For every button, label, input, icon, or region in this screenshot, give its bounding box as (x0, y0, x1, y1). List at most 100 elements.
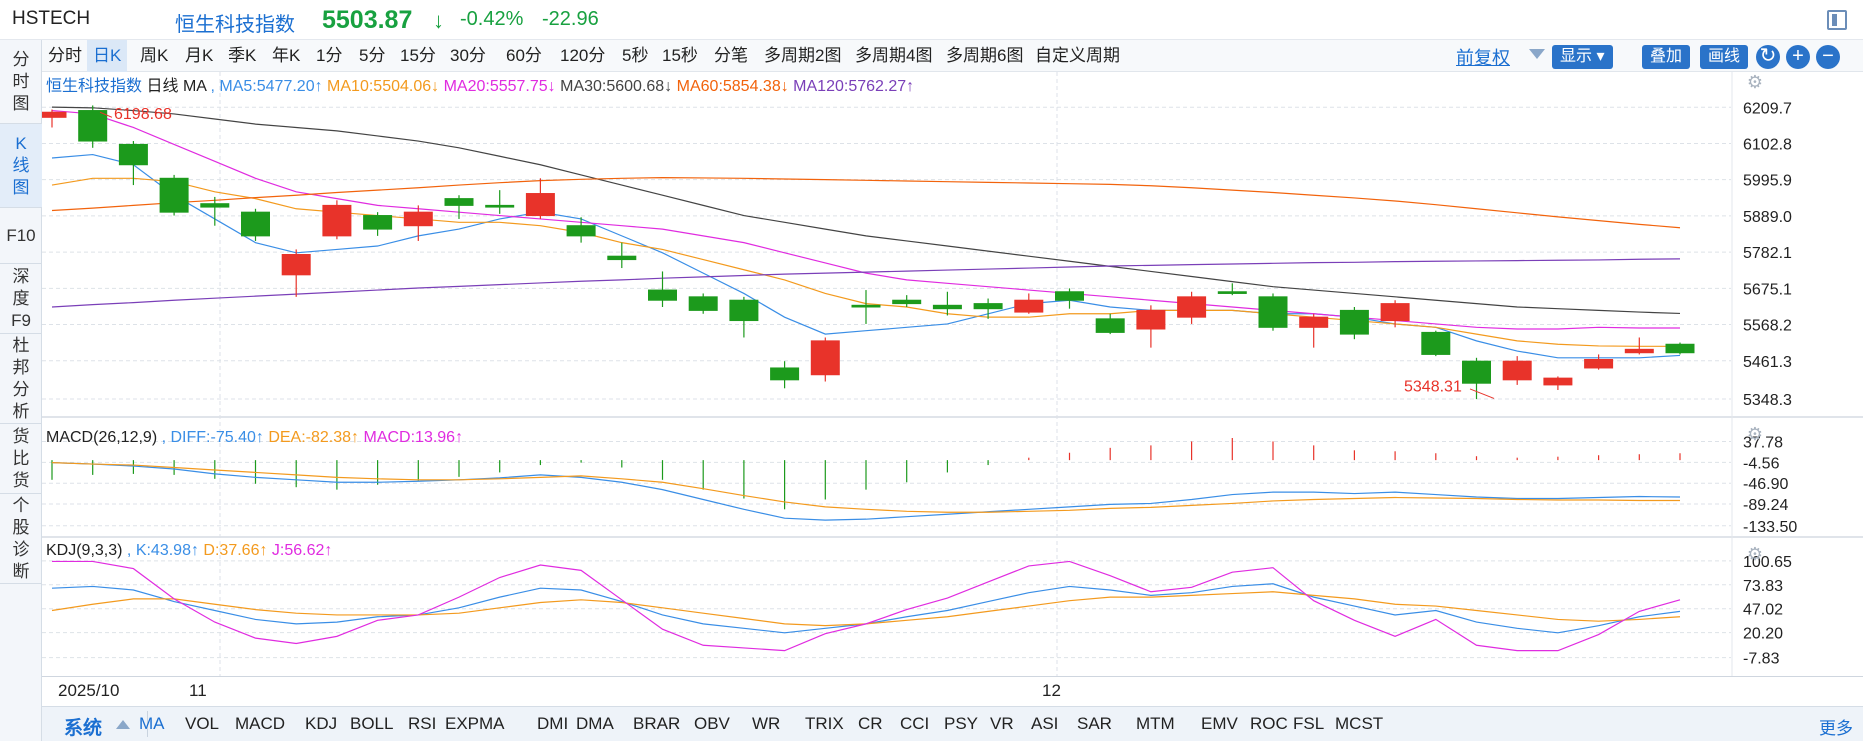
draw-line-button[interactable]: 画线 (1700, 45, 1749, 69)
left-tab-char: 度 (12, 289, 30, 308)
candle (973, 298, 1003, 319)
period-tab-16[interactable]: 多周期4图 (855, 46, 933, 65)
period-tab-0[interactable]: 分时 (48, 46, 82, 65)
axis-tick-label: -133.50 (1743, 519, 1797, 536)
legend-sep: , (157, 429, 170, 446)
period-tab-11[interactable]: 120分 (560, 46, 606, 65)
candle-body (1217, 291, 1247, 294)
candle (1421, 330, 1451, 357)
indicator-tab-boll[interactable]: BOLL (350, 714, 394, 733)
left-tab-column: 分时图 K 线图 F10 深度 F9 杜邦分析货比货个股诊断 (0, 40, 42, 741)
zoom-in-icon[interactable]: + (1786, 45, 1810, 69)
indicator-tab-dma[interactable]: DMA (576, 714, 614, 733)
period-tab-3[interactable]: 月K (185, 46, 214, 65)
panel-toggle-icon[interactable] (1827, 10, 1847, 30)
indicator-tab-emv[interactable]: EMV (1201, 714, 1238, 733)
legend-index-name: 恒生科技指数 (46, 77, 142, 95)
refresh-icon[interactable]: ↻ (1756, 45, 1780, 69)
left-tab-3[interactable]: 深度 F9 (0, 264, 42, 334)
indicator-tab-vr[interactable]: VR (990, 714, 1014, 733)
indicator-tab-dmi[interactable]: DMI (537, 714, 569, 733)
legend-macd-value: DIFF:-75.40↑ (171, 429, 264, 446)
legend-period: 日线 (146, 77, 178, 95)
candle-body (810, 340, 840, 376)
period-tab-9[interactable]: 30分 (450, 46, 486, 65)
period-tab-4[interactable]: 季K (228, 46, 257, 65)
indicator-tab-psy[interactable]: PSY (944, 714, 979, 733)
indicator-tab-obv[interactable]: OBV (694, 714, 730, 733)
period-tab-6[interactable]: 1分 (316, 46, 343, 65)
indicator-tab-kdj[interactable]: KDJ (305, 714, 338, 733)
indicator-tab-mtm[interactable]: MTM (1136, 714, 1175, 733)
axis-tick-label: -4.56 (1743, 455, 1780, 472)
legend-row: 恒生科技指数 日线 MA , MA5:5477.20↑ MA10:5504.06… (46, 77, 914, 95)
indicator-tab-rsi[interactable]: RSI (408, 714, 437, 733)
period-tab-5[interactable]: 年K (272, 46, 301, 65)
zoom-out-icon[interactable]: − (1816, 45, 1840, 69)
display-button[interactable]: 显示 ▾ (1552, 45, 1613, 69)
candle (363, 212, 393, 236)
indicator-tab-sar[interactable]: SAR (1077, 714, 1112, 733)
candle-body (648, 289, 677, 301)
left-tab-2[interactable]: F10 (0, 208, 42, 264)
candle-body (1136, 309, 1166, 330)
more-indicators-link[interactable]: 更多 (1819, 719, 1853, 738)
period-tab-15[interactable]: 多周期2图 (764, 46, 842, 65)
left-tab-4[interactable]: 杜邦分析 (0, 334, 42, 424)
indicator-tab-roc[interactable]: ROC (1250, 714, 1288, 733)
candle (729, 296, 759, 338)
candle (1339, 307, 1369, 340)
left-tab-char: 诊 (12, 540, 30, 559)
candle-body (1258, 296, 1288, 328)
indicator-tab-trix[interactable]: TRIX (805, 714, 844, 733)
date-label-oct: 2025/10 (58, 681, 120, 700)
period-tab-7[interactable]: 5分 (359, 46, 386, 65)
overlay-button[interactable]: 叠加 (1642, 45, 1691, 69)
chevron-down-icon[interactable] (1529, 49, 1545, 59)
period-tab-13[interactable]: 15秒 (662, 46, 698, 65)
left-tab-char: 线 (12, 156, 30, 175)
chevron-up-icon[interactable] (116, 720, 130, 729)
gear-icon: ⚙ (1747, 72, 1763, 92)
indicator-tab-cci[interactable]: CCI (900, 714, 930, 733)
indicator-tab-vol[interactable]: VOL (185, 714, 220, 733)
period-tab-14[interactable]: 分笔 (714, 46, 748, 65)
indicator-tab-mcst[interactable]: MCST (1335, 714, 1384, 733)
indicator-tab-macd[interactable]: MACD (235, 714, 286, 733)
candle (1014, 293, 1044, 314)
date-axis: 2025/10 11 12 (42, 676, 1863, 706)
candle (770, 361, 800, 389)
period-tab-2[interactable]: 周K (140, 46, 169, 65)
candle (241, 208, 270, 241)
period-tab-18[interactable]: 自定义周期 (1035, 46, 1120, 65)
candle (1462, 357, 1491, 400)
low-annotation-line (1469, 388, 1495, 399)
left-tab-6[interactable]: 个股诊断 (0, 494, 42, 584)
legend-macd-name: MACD(26,12,9) (46, 429, 157, 446)
axis-tick-label: -7.83 (1743, 651, 1780, 668)
indicator-tab-fsl[interactable]: FSL (1293, 714, 1325, 733)
indicator-tab-expma[interactable]: EXPMA (445, 714, 505, 733)
stock-name[interactable]: 恒生科技指数 (175, 14, 295, 36)
fuquan-dropdown[interactable]: 前复权 (1456, 48, 1510, 68)
indicator-tab-cr[interactable]: CR (858, 714, 883, 733)
indicator-tab-wr[interactable]: WR (752, 714, 781, 733)
indicator-tab-asi[interactable]: ASI (1031, 714, 1059, 733)
period-tab-12[interactable]: 5秒 (622, 46, 649, 65)
indicator-tab-ma[interactable]: MA (139, 714, 165, 733)
period-tab-10[interactable]: 60分 (506, 46, 542, 65)
stock-code: HSTECH (12, 8, 91, 29)
axis-tick-label: 5568.2 (1743, 318, 1792, 335)
system-indicators-tab[interactable]: 系统 (64, 718, 103, 739)
candle (485, 190, 515, 214)
period-tab-8[interactable]: 15分 (400, 46, 436, 65)
kline-chart[interactable]: 6198.68 5348.31 6209.7 6102.8 5995.9 5889.0 5… (42, 72, 1863, 676)
indicator-tab-brar[interactable]: BRAR (633, 714, 681, 733)
legend-kdj-name: KDJ(9,3,3) (46, 542, 122, 559)
left-tab-5[interactable]: 货比货 (0, 424, 42, 494)
period-tab-17[interactable]: 多周期6图 (946, 46, 1024, 65)
candle-body (42, 111, 67, 118)
left-tab-0[interactable]: 分时图 (0, 40, 42, 124)
period-tab-1[interactable]: 日K (87, 40, 128, 72)
